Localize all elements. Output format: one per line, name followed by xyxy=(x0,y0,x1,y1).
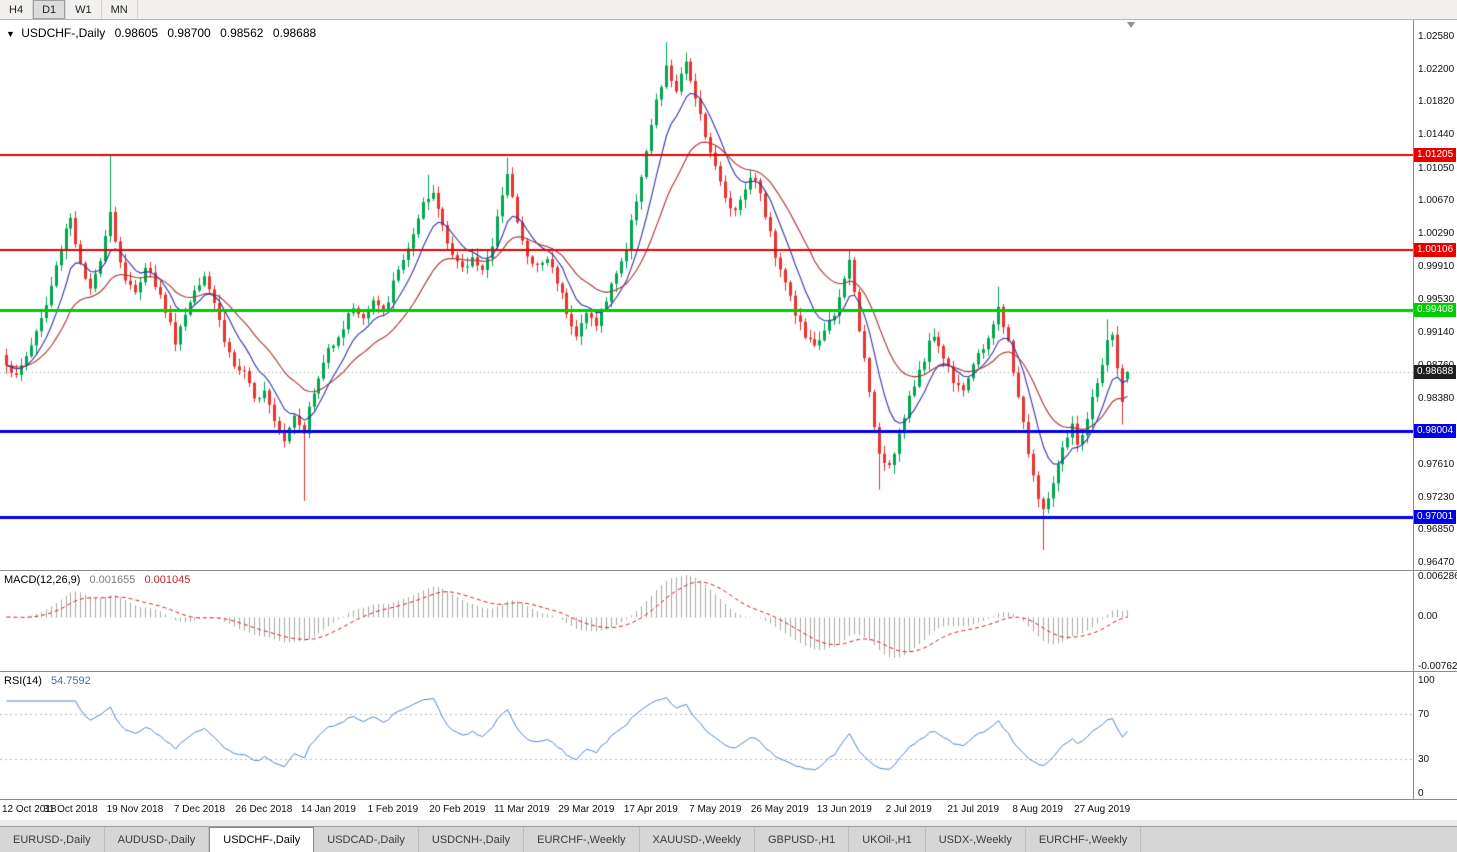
rsi-label: RSI(14) xyxy=(4,675,42,687)
date-tick-label: 7 Dec 2018 xyxy=(173,804,226,815)
chart-tab-eurusd-daily[interactable]: EURUSD-,Daily xyxy=(0,827,105,852)
price-tick-label: 1.01440 xyxy=(1418,129,1455,141)
rsi-title: RSI(14) 54.7592 xyxy=(4,675,91,687)
price-tick-label: 0.98380 xyxy=(1418,392,1455,404)
chart-symbol-label: USDCHF-,Daily xyxy=(21,26,106,40)
timeframe-button-w1[interactable]: W1 xyxy=(66,0,102,19)
macd-tick-label: 0.00 xyxy=(1418,611,1438,622)
current-price-label: 0.98688 xyxy=(1414,365,1456,380)
ohlc-open-value: 0.98605 xyxy=(114,26,158,40)
macd-signal-value: 0.001045 xyxy=(144,574,191,586)
timeframe-button-mn[interactable]: MN xyxy=(102,0,138,19)
time-axis[interactable]: 12 Oct 2018 31 Oct 2018 19 Nov 2018 7 Dec 2… xyxy=(0,799,1457,820)
price-tick-label: 0.97610 xyxy=(1418,458,1455,470)
date-tick-label: 11 Mar 2019 xyxy=(494,804,550,815)
price-tick-label: 1.00670 xyxy=(1418,195,1455,207)
date-tick-label: 8 Aug 2019 xyxy=(1012,804,1063,815)
price-level-label: 0.98004 xyxy=(1414,423,1456,438)
chart-tab-xauusd-weekly[interactable]: XAUUSD-,Weekly xyxy=(640,827,755,852)
price-tick-label: 1.01050 xyxy=(1418,162,1455,174)
chart-title: ▼ USDCHF-,Daily 0.98605 0.98700 0.98562 … xyxy=(6,26,316,40)
chart-tab-eurchf-weekly[interactable]: EURCHF-,Weekly xyxy=(1026,827,1142,852)
date-tick-label: 29 Mar 2019 xyxy=(558,804,615,815)
date-tick-label: 26 Dec 2018 xyxy=(235,804,293,815)
chart-shift-marker-icon[interactable] xyxy=(1127,22,1135,28)
date-tick-label: 14 Jan 2019 xyxy=(300,804,356,815)
price-tick-label: 1.02580 xyxy=(1418,31,1455,42)
rsi-axis[interactable]: 100 70 30 0 xyxy=(1413,672,1457,799)
price-panel[interactable]: ▼ USDCHF-,Daily 0.98605 0.98700 0.98562 … xyxy=(0,20,1457,570)
price-tick-label: 0.99140 xyxy=(1418,327,1455,339)
macd-label: MACD(12,26,9) xyxy=(4,574,81,586)
axis-separator xyxy=(1413,20,1414,799)
chart-tab-gbpusd-h1[interactable]: GBPUSD-,H1 xyxy=(755,827,850,852)
price-tick-label: 1.00290 xyxy=(1418,228,1455,240)
date-tick-label: 27 Aug 2019 xyxy=(1074,804,1131,815)
chart-tab-audusd-daily[interactable]: AUDUSD-,Daily xyxy=(105,827,210,852)
rsi-tick-label: 30 xyxy=(1418,754,1430,766)
macd-chart-canvas[interactable] xyxy=(0,571,1413,671)
chart-tab-eurchf-weekly[interactable]: EURCHF-,Weekly xyxy=(524,827,640,852)
chart-tab-usdx-weekly[interactable]: USDX-,Weekly xyxy=(926,827,1026,852)
price-tick-label: 0.96470 xyxy=(1418,557,1455,568)
macd-tick-label: 0.006286 xyxy=(1418,571,1457,582)
date-tick-label: 13 Jun 2019 xyxy=(816,804,872,815)
price-tick-label: 1.01820 xyxy=(1418,96,1455,108)
price-level-label: 0.99408 xyxy=(1414,303,1456,318)
rsi-tick-label: 100 xyxy=(1418,675,1435,686)
rsi-tick-label: 70 xyxy=(1418,708,1430,720)
price-level-label: 0.97001 xyxy=(1414,510,1456,525)
date-tick-label: 17 Apr 2019 xyxy=(623,804,678,815)
chart-dropdown-icon[interactable]: ▼ xyxy=(6,29,15,39)
timeframe-button-h4[interactable]: H4 xyxy=(0,0,34,19)
macd-panel[interactable]: MACD(12,26,9) 0.001655 0.001045 0.006286… xyxy=(0,570,1457,672)
date-tick-label: 26 May 2019 xyxy=(750,804,809,815)
chart-tab-usdcad-daily[interactable]: USDCAD-,Daily xyxy=(314,827,419,852)
rsi-tick-label: 0 xyxy=(1418,788,1424,799)
ohlc-high-value: 0.98700 xyxy=(167,26,211,40)
date-tick-label: 31 Oct 2018 xyxy=(43,804,98,815)
chart-tab-ukoil-h1[interactable]: UKOil-,H1 xyxy=(849,827,926,852)
chart-tab-bar: EURUSD-,Daily AUDUSD-,Daily USDCHF-,Daily U… xyxy=(0,826,1457,852)
price-tick-label: 0.97230 xyxy=(1418,491,1455,503)
date-tick-label: 2 Jul 2019 xyxy=(885,804,932,815)
date-tick-label: 19 Nov 2018 xyxy=(106,804,164,815)
chart-tab-usdchf-daily[interactable]: USDCHF-,Daily xyxy=(209,827,315,852)
macd-main-value: 0.001655 xyxy=(89,574,136,586)
price-axis[interactable]: 1.02580 1.02200 1.01820 1.01440 1.01050 1.006… xyxy=(1413,20,1457,570)
date-tick-label: 20 Feb 2019 xyxy=(429,804,486,815)
chart-window[interactable]: ▼ USDCHF-,Daily 0.98605 0.98700 0.98562 … xyxy=(0,20,1457,820)
price-tick-label: 0.99530 xyxy=(1418,293,1455,305)
date-tick-label: 12 Oct 2018 xyxy=(2,804,57,815)
rsi-chart-canvas[interactable] xyxy=(0,672,1413,799)
date-tick-label: 1 Feb 2019 xyxy=(367,804,419,815)
date-tick-label: 21 Jul 2019 xyxy=(947,804,1000,815)
timeframe-toolbar: H4 D1 W1 MN xyxy=(0,0,1457,20)
price-tick-label: 1.02200 xyxy=(1418,63,1455,75)
rsi-value: 54.7592 xyxy=(50,675,91,687)
chart-tab-usdcnh-daily[interactable]: USDCNH-,Daily xyxy=(419,827,525,852)
macd-title: MACD(12,26,9) 0.001655 0.001045 xyxy=(4,574,190,586)
rsi-panel[interactable]: RSI(14) 54.7592 100 70 30 0 xyxy=(0,671,1457,799)
ohlc-low-value: 0.98562 xyxy=(220,26,264,40)
ohlc-close-value: 0.98688 xyxy=(272,26,317,40)
macd-tick-label: -0.00762 xyxy=(1418,660,1457,672)
price-level-label: 1.01205 xyxy=(1414,148,1456,163)
date-tick-label: 7 May 2019 xyxy=(689,804,742,815)
price-level-label: 1.00106 xyxy=(1414,242,1456,257)
timeframe-button-d1[interactable]: D1 xyxy=(33,0,67,19)
macd-axis[interactable]: 0.006286 0.00 -0.00762 xyxy=(1413,571,1457,672)
price-tick-label: 0.99910 xyxy=(1418,260,1455,272)
price-chart-canvas[interactable] xyxy=(0,20,1413,570)
price-tick-label: 0.96850 xyxy=(1418,524,1455,536)
